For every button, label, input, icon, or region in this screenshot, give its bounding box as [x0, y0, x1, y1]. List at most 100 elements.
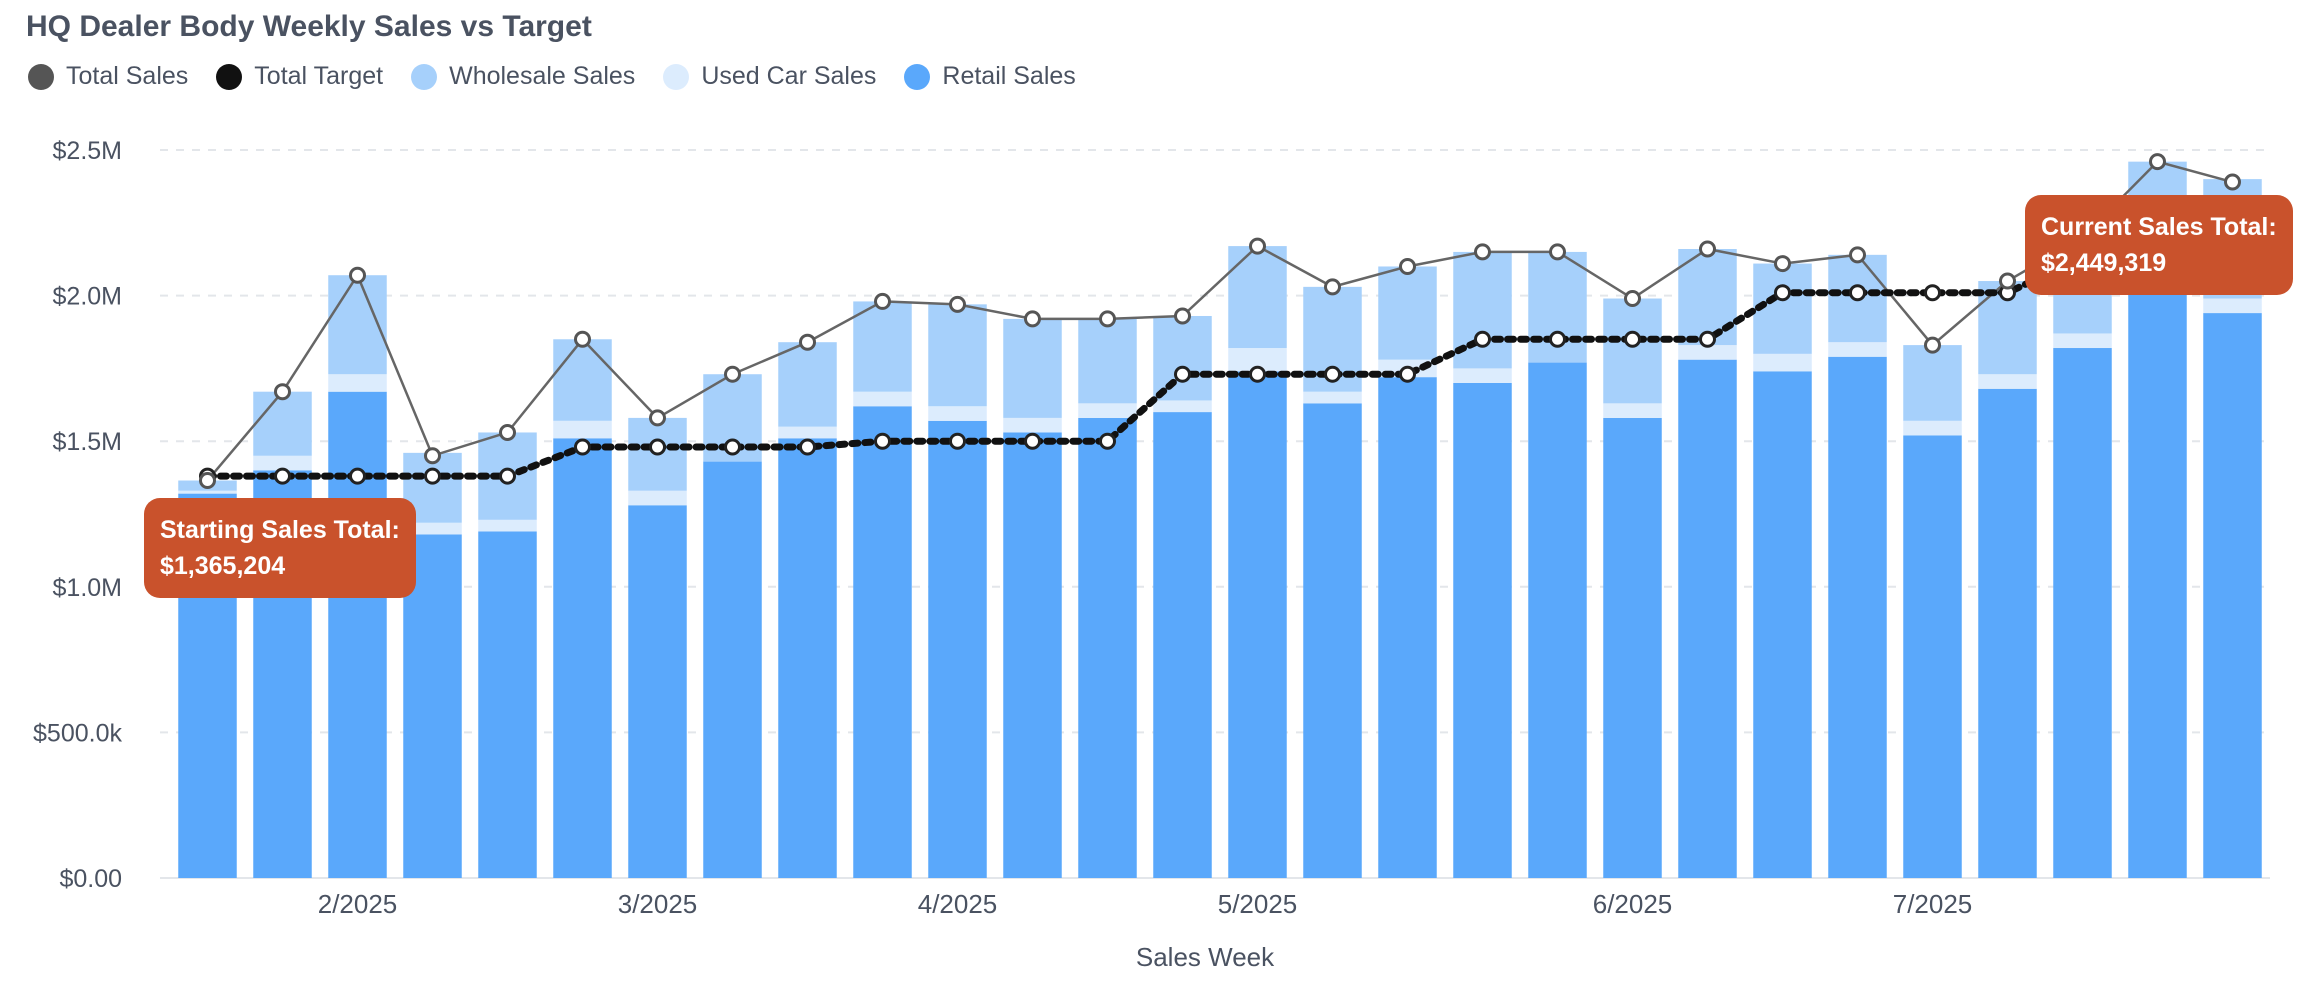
bar-wholesale-sales [778, 342, 837, 427]
bar-used-car-sales [253, 455, 312, 471]
total-sales-point [799, 333, 816, 351]
total-sales-point [274, 383, 291, 401]
bar-used-car-sales [928, 406, 987, 421]
bar-retail-sales [478, 531, 537, 878]
total-sales-point [1024, 310, 1041, 328]
bar-retail-sales [1528, 362, 1587, 878]
bar-wholesale-sales [253, 391, 312, 456]
total-target-point [1099, 432, 1116, 450]
bar-used-car-sales [2203, 298, 2262, 314]
total-target-point [799, 438, 816, 456]
bar-used-car-sales [1828, 342, 1887, 357]
bar-retail-sales [1303, 403, 1362, 878]
total-sales-point [349, 266, 366, 284]
bar-retail-sales [1978, 388, 2037, 878]
bar-retail-sales [328, 391, 387, 878]
x-tick-label: 4/2025 [918, 889, 998, 919]
bar-used-car-sales [628, 490, 687, 506]
bar-retail-sales [403, 534, 462, 878]
bar-retail-sales [1828, 356, 1887, 878]
x-tick-label: 7/2025 [1893, 889, 1973, 919]
total-sales-point [649, 409, 666, 427]
legend-label-used-car-sales: Used Car Sales [701, 62, 877, 90]
legend-swatch-total-target [216, 63, 243, 90]
y-tick-label: $1.0M [53, 574, 122, 602]
legend-label-total-sales: Total Sales [66, 62, 189, 90]
bar-used-car-sales [403, 522, 462, 535]
total-target-point [1774, 284, 1791, 302]
bar-wholesale-sales [928, 304, 987, 407]
bar-used-car-sales [1153, 400, 1212, 413]
total-sales-point [424, 447, 441, 465]
current-sales-value: $2,449,319 [2041, 249, 2167, 277]
chart-title: HQ Dealer Body Weekly Sales vs Target [26, 10, 592, 43]
bar-retail-sales [1603, 417, 1662, 878]
total-sales-point [1849, 246, 1866, 264]
y-tick-label: $2.0M [53, 283, 122, 311]
total-target-point [874, 432, 891, 450]
bar-wholesale-sales [853, 301, 912, 392]
total-sales-point [1099, 310, 1116, 328]
bar-wholesale-sales [1153, 315, 1212, 401]
bar-used-car-sales [1453, 368, 1512, 383]
bar-wholesale-sales [1378, 266, 1437, 360]
bar-retail-sales [1003, 432, 1062, 878]
y-tick-label: $500.0k [33, 719, 122, 747]
total-target-point [574, 438, 591, 456]
total-sales-point [724, 365, 741, 383]
x-axis-title: Sales Week [1136, 942, 1275, 972]
legend: Total Sales Total Target Wholesale Sales… [28, 62, 1104, 91]
legend-swatch-retail-sales [904, 63, 931, 90]
bar-retail-sales [1903, 435, 1962, 878]
total-target-point [1324, 365, 1341, 383]
total-sales-point [499, 423, 516, 441]
bar-retail-sales [703, 461, 762, 878]
bar-retail-sales [2128, 272, 2187, 879]
total-target-point [949, 432, 966, 450]
bar-retail-sales [1228, 371, 1287, 878]
total-sales-point [1624, 290, 1641, 308]
bar-wholesale-sales [1228, 246, 1287, 349]
bar-retail-sales [2203, 313, 2262, 878]
total-target-line [204, 213, 2236, 480]
bar-used-car-sales [328, 374, 387, 392]
y-tick-label: $1.5M [53, 428, 122, 456]
bar-used-car-sales [1303, 391, 1362, 404]
total-sales-point [1174, 307, 1191, 325]
total-sales-point [1399, 257, 1416, 275]
bar-used-car-sales [553, 420, 612, 439]
y-tick-label: $2.5M [53, 137, 122, 165]
bar-used-car-sales [178, 490, 237, 494]
bar-retail-sales [628, 505, 687, 878]
total-sales-point [1474, 243, 1491, 261]
starting-sales-label: Starting Sales Total: [160, 516, 400, 544]
total-sales-point [1324, 278, 1341, 296]
bar-used-car-sales [478, 519, 537, 532]
legend-item-retail-sales[interactable]: Retail Sales [904, 62, 1076, 91]
bar-retail-sales [1753, 371, 1812, 878]
total-target-point [499, 467, 516, 485]
legend-item-total-target[interactable]: Total Target [216, 62, 383, 91]
starting-sales-value: $1,365,204 [160, 552, 286, 580]
bar-used-car-sales [1753, 353, 1812, 372]
total-target-point [649, 438, 666, 456]
legend-swatch-wholesale-sales [411, 63, 438, 90]
starting-sales-callout: Starting Sales Total: $1,365,204 [144, 498, 416, 598]
bar-wholesale-sales [1078, 318, 1137, 404]
bar-retail-sales [928, 420, 987, 878]
legend-item-total-sales[interactable]: Total Sales [28, 62, 188, 91]
bar-used-car-sales [1228, 348, 1287, 372]
bar-used-car-sales [1603, 403, 1662, 418]
total-target-point [274, 467, 291, 485]
bar-used-car-sales [1003, 417, 1062, 433]
total-sales-point [1549, 243, 1566, 261]
total-sales-point [1999, 272, 2016, 290]
bar-wholesale-sales [1603, 298, 1662, 404]
bar-retail-sales [778, 438, 837, 878]
legend-item-wholesale-sales[interactable]: Wholesale Sales [411, 62, 635, 91]
legend-item-used-car-sales[interactable]: Used Car Sales [663, 62, 876, 91]
total-sales-point [2224, 173, 2241, 191]
legend-swatch-used-car-sales [663, 63, 690, 90]
bar-retail-sales [553, 438, 612, 878]
